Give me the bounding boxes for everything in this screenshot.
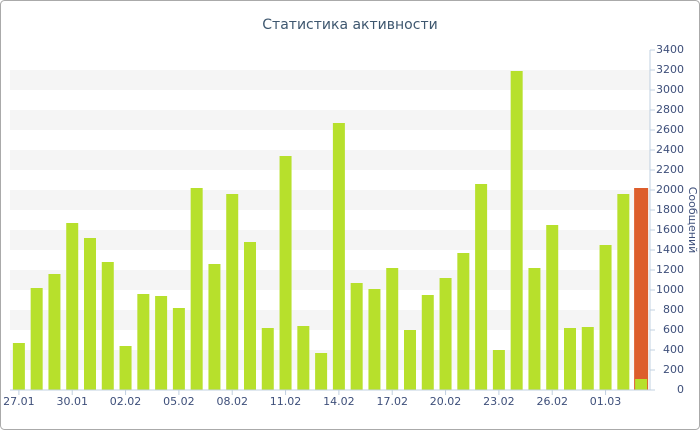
bar: [564, 328, 576, 390]
y-tick-label: 1600: [656, 223, 684, 236]
y-tick-label: 0: [677, 383, 684, 396]
bar: [421, 295, 434, 390]
bar: [66, 223, 79, 390]
bar: [332, 123, 345, 390]
y-tick-label: 2000: [656, 183, 684, 196]
bar: [581, 327, 594, 390]
bar: [368, 289, 381, 390]
bar: [617, 194, 630, 390]
bar: [634, 188, 649, 390]
y-tick-label: 400: [663, 343, 684, 356]
y-tick-label: 2400: [656, 143, 684, 156]
x-tick-label: 26.02: [536, 395, 568, 408]
y-tick-label: 2800: [656, 103, 684, 116]
bar: [261, 328, 274, 390]
bar: [404, 330, 416, 390]
x-tick-label: 17.02: [376, 395, 408, 408]
bar: [599, 245, 612, 390]
x-tick-label: 02.02: [110, 395, 142, 408]
bar: [297, 326, 310, 390]
y-tick-label: 200: [663, 363, 684, 376]
x-tick-label: 11.02: [270, 395, 302, 408]
bar: [119, 346, 132, 390]
bar: [226, 194, 239, 390]
bar: [528, 268, 541, 390]
bar: [475, 184, 488, 390]
chart-title: Статистика активности: [262, 17, 437, 33]
y-tick-label: 2600: [656, 123, 684, 136]
grid-band: [10, 350, 650, 370]
grid-band: [10, 230, 650, 250]
bar: [492, 350, 505, 390]
x-tick-label: 01.03: [590, 395, 622, 408]
grid-band: [10, 270, 650, 290]
y-tick-label: 1800: [656, 203, 684, 216]
x-tick-label: 14.02: [323, 395, 355, 408]
bar: [12, 343, 25, 390]
x-tick-label: 23.02: [483, 395, 515, 408]
bar: [30, 288, 43, 390]
bar: [48, 274, 61, 390]
y-tick-label: 1200: [656, 263, 684, 276]
bar: [137, 294, 150, 390]
bar: [510, 71, 523, 390]
y-tick-label: 1400: [656, 243, 684, 256]
bar: [101, 262, 114, 390]
x-tick-label: 08.02: [216, 395, 248, 408]
bar: [190, 188, 203, 390]
y-tick-label: 3200: [656, 63, 684, 76]
y-axis-label: Сообщений: [686, 187, 699, 254]
bar: [350, 283, 363, 390]
y-tick-label: 800: [663, 303, 684, 316]
bar: [546, 225, 559, 390]
grid-band: [10, 110, 650, 130]
bar: [315, 353, 328, 390]
bar: [172, 308, 185, 390]
bar: [386, 268, 399, 390]
grid-band: [10, 310, 650, 330]
x-tick-label: 27.01: [3, 395, 35, 408]
grid-band: [10, 190, 650, 210]
y-tick-label: 3000: [656, 83, 684, 96]
x-tick-label: 30.01: [56, 395, 88, 408]
y-tick-label: 2200: [656, 163, 684, 176]
y-tick-label: 1000: [656, 283, 684, 296]
bar: [155, 296, 168, 390]
bar: [635, 379, 648, 390]
bar: [84, 238, 96, 390]
bar: [244, 242, 256, 390]
x-tick-label: 20.02: [430, 395, 462, 408]
bar: [439, 278, 452, 390]
bar: [457, 253, 470, 390]
grid-band: [10, 150, 650, 170]
bar: [279, 156, 292, 390]
y-tick-label: 3400: [656, 43, 684, 56]
bar: [208, 264, 221, 390]
x-tick-label: 05.02: [163, 395, 195, 408]
grid-band: [10, 70, 650, 90]
y-tick-label: 600: [663, 323, 684, 336]
